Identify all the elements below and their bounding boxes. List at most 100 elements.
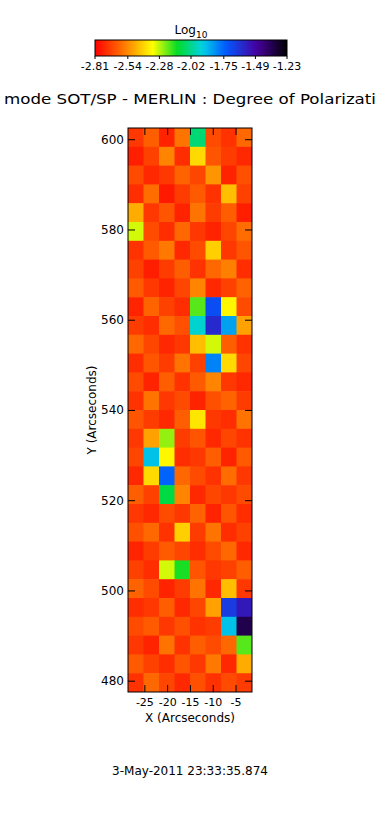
- cell: [190, 128, 206, 147]
- cell: [190, 278, 206, 297]
- cell: [159, 391, 175, 410]
- cell: [128, 203, 144, 222]
- cell: [190, 260, 206, 279]
- x-tick: [167, 128, 168, 135]
- cell: [190, 410, 206, 429]
- cell: [237, 673, 253, 692]
- cell: [190, 241, 206, 260]
- colorbar-tick: [159, 56, 160, 59]
- y-tick-label: 580: [101, 223, 124, 237]
- x-tick-label: -5: [231, 696, 242, 709]
- cell: [190, 617, 206, 636]
- colorbar-tick-label: -1.75: [210, 60, 238, 73]
- cell: [175, 391, 191, 410]
- cell: [221, 523, 237, 542]
- cell: [206, 222, 222, 241]
- cell: [190, 147, 206, 166]
- x-tick: [167, 685, 168, 692]
- cell: [144, 222, 160, 241]
- cell: [206, 617, 222, 636]
- cell: [159, 410, 175, 429]
- cell: [175, 260, 191, 279]
- cell: [159, 222, 175, 241]
- cell: [190, 354, 206, 373]
- cell: [221, 128, 237, 147]
- cell: [175, 278, 191, 297]
- colorbar-label: Log10: [175, 23, 208, 40]
- cell: [175, 241, 191, 260]
- cell: [175, 354, 191, 373]
- cell: [190, 598, 206, 617]
- cell: [175, 429, 191, 448]
- cell: [206, 579, 222, 598]
- cell: [190, 203, 206, 222]
- cell: [190, 466, 206, 485]
- cell: [128, 654, 144, 673]
- cell: [206, 598, 222, 617]
- cell: [190, 504, 206, 523]
- cell: [144, 598, 160, 617]
- cell: [206, 523, 222, 542]
- y-tick-label: 540: [101, 403, 124, 417]
- x-tick: [213, 128, 214, 135]
- cell: [159, 203, 175, 222]
- x-tick: [213, 685, 214, 692]
- x-tick-label: -25: [136, 696, 154, 709]
- cell: [221, 617, 237, 636]
- cell: [206, 260, 222, 279]
- cell: [175, 654, 191, 673]
- cell: [190, 448, 206, 467]
- cell: [206, 673, 222, 692]
- cell: [128, 297, 144, 316]
- cell: [175, 372, 191, 391]
- cell: [190, 673, 206, 692]
- cell: [128, 448, 144, 467]
- cell: [128, 335, 144, 354]
- cell: [159, 429, 175, 448]
- cell: [221, 354, 237, 373]
- cell: [190, 654, 206, 673]
- colorbar-tick-label: -2.81: [81, 60, 109, 73]
- cell: [128, 166, 144, 185]
- cell: [190, 636, 206, 655]
- cell: [159, 523, 175, 542]
- cell: [128, 391, 144, 410]
- cell: [237, 203, 253, 222]
- cell: [128, 485, 144, 504]
- y-tick: [245, 229, 252, 230]
- cell: [159, 241, 175, 260]
- cell: [237, 147, 253, 166]
- cell: [128, 128, 144, 147]
- cell: [128, 673, 144, 692]
- cell: [175, 448, 191, 467]
- cell: [159, 166, 175, 185]
- cell: [144, 278, 160, 297]
- cell: [144, 542, 160, 561]
- y-tick: [245, 500, 252, 501]
- cell: [237, 241, 253, 260]
- colorbar: [95, 40, 287, 56]
- cell: [159, 128, 175, 147]
- cell: [144, 203, 160, 222]
- cell: [221, 297, 237, 316]
- cell: [206, 297, 222, 316]
- cell: [159, 560, 175, 579]
- colorbar-tick-label: -1.23: [273, 60, 301, 73]
- cell: [221, 222, 237, 241]
- y-tick-label: 500: [101, 584, 124, 598]
- cell: [128, 542, 144, 561]
- cell: [237, 654, 253, 673]
- cell: [221, 184, 237, 203]
- cell: [221, 673, 237, 692]
- cell: [221, 166, 237, 185]
- cell: [221, 654, 237, 673]
- x-tick: [144, 685, 145, 692]
- y-tick: [245, 681, 252, 682]
- cell: [190, 391, 206, 410]
- cell: [206, 278, 222, 297]
- cell: [206, 335, 222, 354]
- cell: [144, 429, 160, 448]
- cell: [237, 260, 253, 279]
- cell: [128, 560, 144, 579]
- cell: [190, 579, 206, 598]
